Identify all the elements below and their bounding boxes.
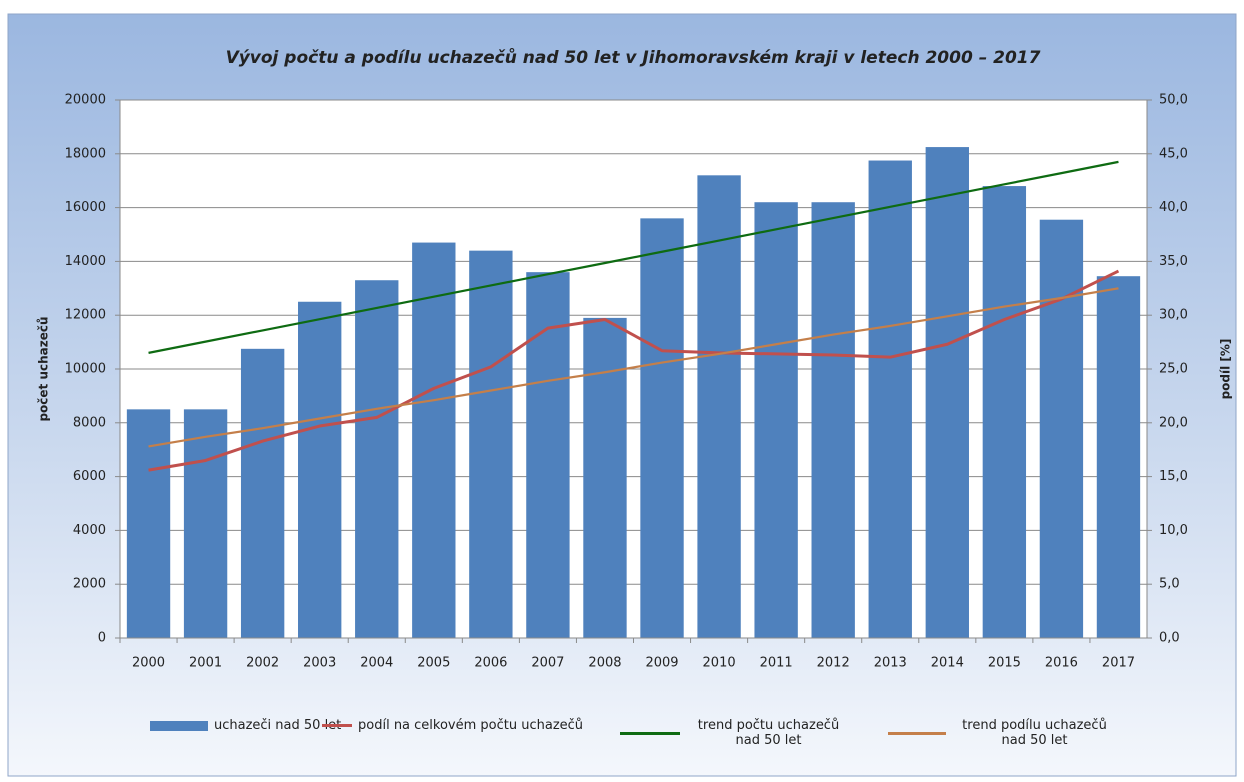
x-tick-label: 2011 bbox=[760, 656, 793, 671]
y-tick-label: 8000 bbox=[73, 415, 106, 430]
legend-label: podíl na celkovém počtu uchazečů bbox=[358, 718, 584, 733]
x-tick-label: 2008 bbox=[588, 656, 621, 671]
bar bbox=[1096, 276, 1141, 638]
legend-swatch bbox=[150, 720, 208, 731]
x-tick-label: 2003 bbox=[303, 656, 336, 671]
x-tick-label: 2001 bbox=[189, 656, 222, 671]
x-tick-label: 2000 bbox=[132, 656, 165, 671]
line bbox=[148, 160, 1119, 354]
bar bbox=[355, 280, 399, 638]
x-tick-label: 2015 bbox=[988, 656, 1021, 671]
y-tick-label: 10000 bbox=[65, 362, 106, 377]
x-tick-label: 2014 bbox=[931, 656, 964, 671]
x-tick-label: 2005 bbox=[417, 656, 450, 671]
legend-swatch bbox=[620, 731, 680, 735]
legend-label: trend počtu uchazečů nad 50 let bbox=[697, 718, 840, 748]
legend-item: podíl na celkovém počtu uchazečů bbox=[322, 718, 583, 733]
y2-tick-label: 10,0 bbox=[1159, 523, 1188, 538]
line bbox=[148, 287, 1119, 448]
y-tick-label: 14000 bbox=[65, 254, 106, 269]
bar bbox=[1039, 219, 1084, 638]
bar bbox=[583, 317, 627, 638]
y2-tick-label: 30,0 bbox=[1159, 308, 1188, 323]
legend-item: uchazeči nad 50 let bbox=[150, 718, 341, 733]
x-tick-label: 2009 bbox=[645, 656, 678, 671]
y-tick-label: 16000 bbox=[65, 200, 106, 215]
bar bbox=[526, 272, 570, 638]
y2-tick-label: 45,0 bbox=[1159, 146, 1188, 161]
y-tick-label: 4000 bbox=[73, 523, 106, 538]
chart-title: Vývoj počtu a podílu uchazečů nad 50 let… bbox=[226, 47, 1041, 68]
bar bbox=[982, 186, 1027, 638]
bar bbox=[925, 147, 969, 638]
y-tick-label: 12000 bbox=[65, 308, 106, 323]
legend-swatch bbox=[888, 731, 946, 735]
legend-item: trend podílu uchazečů nad 50 let bbox=[888, 718, 1117, 748]
x-tick-label: 2002 bbox=[246, 656, 279, 671]
y-tick-label: 20000 bbox=[65, 93, 106, 108]
bar bbox=[183, 409, 228, 638]
x-tick-label: 2004 bbox=[360, 656, 393, 671]
x-tick-label: 2006 bbox=[474, 656, 507, 671]
legend-label: uchazeči nad 50 let bbox=[214, 718, 342, 733]
legend-item: trend počtu uchazečů nad 50 let bbox=[620, 718, 851, 748]
y2-tick-label: 35,0 bbox=[1159, 254, 1188, 269]
y2-tick-label: 50,0 bbox=[1159, 93, 1188, 108]
y2-tick-label: 20,0 bbox=[1159, 415, 1188, 430]
x-tick-label: 2012 bbox=[817, 656, 850, 671]
bar bbox=[868, 160, 912, 638]
y2-tick-label: 5,0 bbox=[1159, 577, 1180, 592]
y-tick-label: 2000 bbox=[73, 577, 106, 592]
bar bbox=[126, 409, 171, 638]
x-tick-label: 2017 bbox=[1102, 656, 1135, 671]
bar bbox=[811, 202, 855, 638]
y2-tick-label: 25,0 bbox=[1159, 362, 1188, 377]
bar bbox=[469, 250, 513, 638]
x-tick-label: 2013 bbox=[874, 656, 907, 671]
bar bbox=[298, 301, 342, 638]
x-tick-label: 2016 bbox=[1045, 656, 1078, 671]
y2-tick-label: 15,0 bbox=[1159, 469, 1188, 484]
bar bbox=[754, 202, 798, 638]
y-tick-label: 6000 bbox=[73, 469, 106, 484]
bar bbox=[640, 218, 684, 639]
x-tick-label: 2007 bbox=[531, 656, 564, 671]
y2-axis-label: podíl [%] bbox=[1219, 339, 1233, 400]
y2-tick-label: 0,0 bbox=[1159, 631, 1180, 646]
y-axis-label: počet uchazečů bbox=[37, 316, 51, 421]
bar bbox=[412, 242, 456, 638]
y-tick-label: 0 bbox=[98, 631, 106, 646]
legend-label: trend podílu uchazečů nad 50 let bbox=[962, 718, 1107, 748]
legend-swatch bbox=[322, 724, 352, 727]
bar bbox=[697, 175, 741, 638]
y2-tick-label: 40,0 bbox=[1159, 200, 1188, 215]
x-tick-label: 2010 bbox=[703, 656, 736, 671]
line bbox=[148, 269, 1120, 472]
y-tick-label: 18000 bbox=[65, 146, 106, 161]
bar bbox=[240, 348, 285, 638]
